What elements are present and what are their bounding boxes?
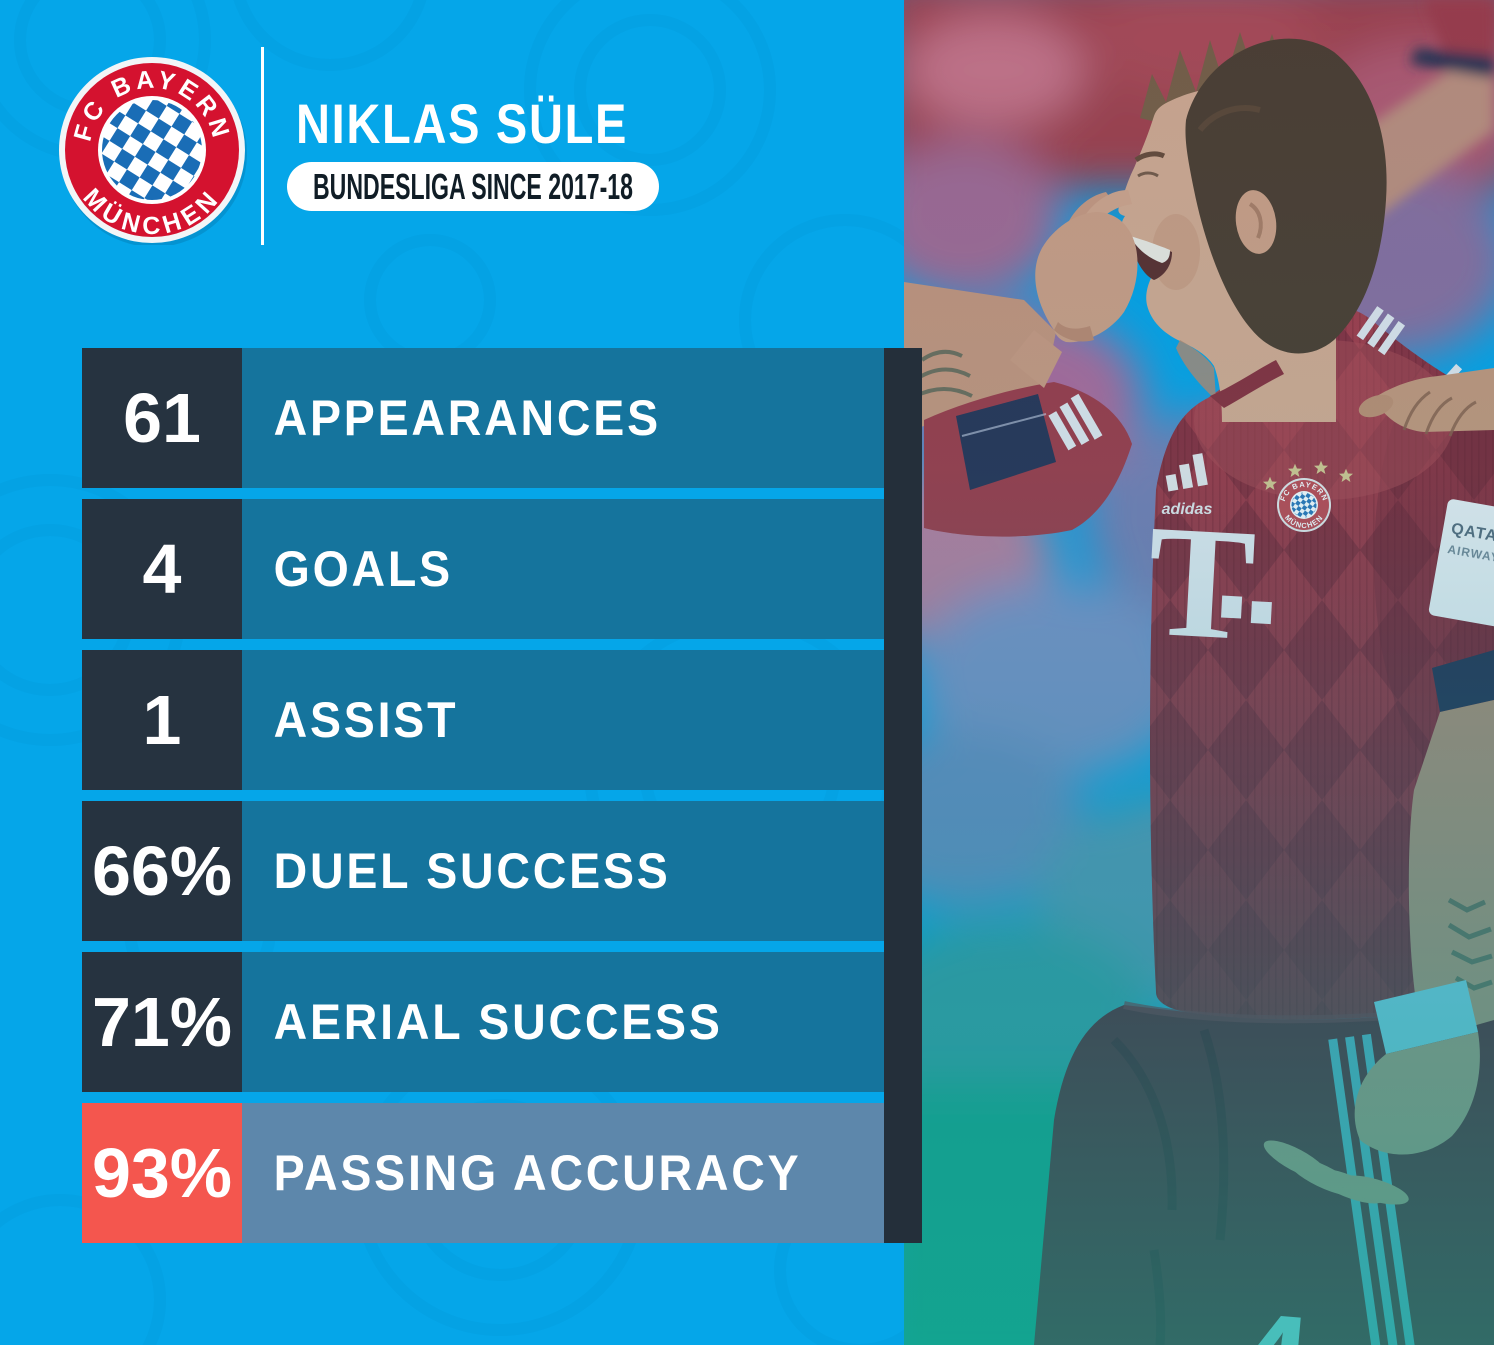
header-divider	[261, 47, 264, 245]
stat-label: GOALS	[273, 541, 453, 597]
player-photo: FC BAYERN MÜNCHEN adidas T QATAR AIRWAYS	[834, 0, 1494, 1345]
stat-label-bar: DUEL SUCCESS	[242, 801, 884, 941]
player-name: NIKLAS SÜLE	[296, 92, 629, 155]
stat-label: PASSING ACCURACY	[273, 1145, 802, 1201]
season-badge: BUNDESLIGA SINCE 2017-18	[287, 162, 659, 211]
stat-label: DUEL SUCCESS	[273, 843, 671, 899]
stat-row-appearances: 61 APPEARANCES	[82, 348, 884, 488]
stat-value: 93%	[82, 1103, 242, 1243]
stat-row-passing-accuracy: 93% PASSING ACCURACY	[82, 1103, 884, 1243]
stat-label: APPEARANCES	[273, 390, 661, 446]
stat-label-bar: ASSIST	[242, 650, 884, 790]
stat-label-bar: GOALS	[242, 499, 884, 639]
stat-row-goals: 4 GOALS	[82, 499, 884, 639]
stat-value: 4	[82, 499, 242, 639]
stat-label: ASSIST	[273, 692, 459, 748]
stat-label-bar: PASSING ACCURACY	[242, 1103, 884, 1243]
stat-label-bar: APPEARANCES	[242, 348, 884, 488]
stat-value: 61	[82, 348, 242, 488]
stats-shadow-strip	[884, 348, 922, 1243]
stat-row-aerial-success: 71% AERIAL SUCCESS	[82, 952, 884, 1092]
stat-row-duel-success: 66% DUEL SUCCESS	[82, 801, 884, 941]
club-logo: FC BAYERN MÜNCHEN	[59, 57, 247, 245]
stat-label: AERIAL SUCCESS	[273, 994, 723, 1050]
season-badge-text: BUNDESLIGA SINCE 2017-18	[313, 166, 633, 207]
stat-row-assist: 1 ASSIST	[82, 650, 884, 790]
stat-value: 1	[82, 650, 242, 790]
photo-color-overlay	[904, 0, 1494, 1345]
stats-table: 61 APPEARANCES 4 GOALS 1 ASSIST 66% DUEL…	[82, 348, 884, 1254]
stat-label-bar: AERIAL SUCCESS	[242, 952, 884, 1092]
logo-diamond-pattern	[102, 100, 202, 200]
stat-value: 71%	[82, 952, 242, 1092]
stat-value: 66%	[82, 801, 242, 941]
